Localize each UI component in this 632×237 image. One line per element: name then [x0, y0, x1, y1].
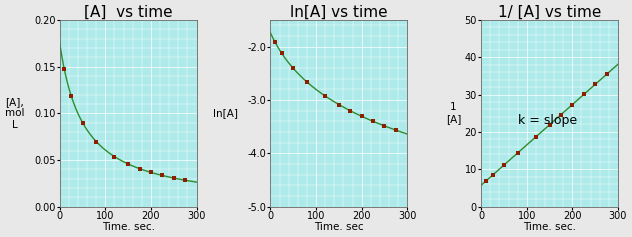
Y-axis label: 1
[A]: 1 [A] [446, 102, 461, 124]
Text: k = slope: k = slope [518, 114, 577, 128]
Y-axis label: [A],
mol
L: [A], mol L [5, 97, 25, 130]
Title: 1/ [A] vs time: 1/ [A] vs time [498, 5, 601, 20]
Y-axis label: ln[A]: ln[A] [212, 108, 238, 118]
X-axis label: Time. sec: Time. sec [314, 222, 363, 232]
X-axis label: Time. sec.: Time. sec. [102, 222, 155, 232]
Title: ln[A] vs time: ln[A] vs time [290, 5, 387, 20]
Title: [A]  vs time: [A] vs time [84, 5, 173, 20]
X-axis label: Time. sec.: Time. sec. [523, 222, 576, 232]
